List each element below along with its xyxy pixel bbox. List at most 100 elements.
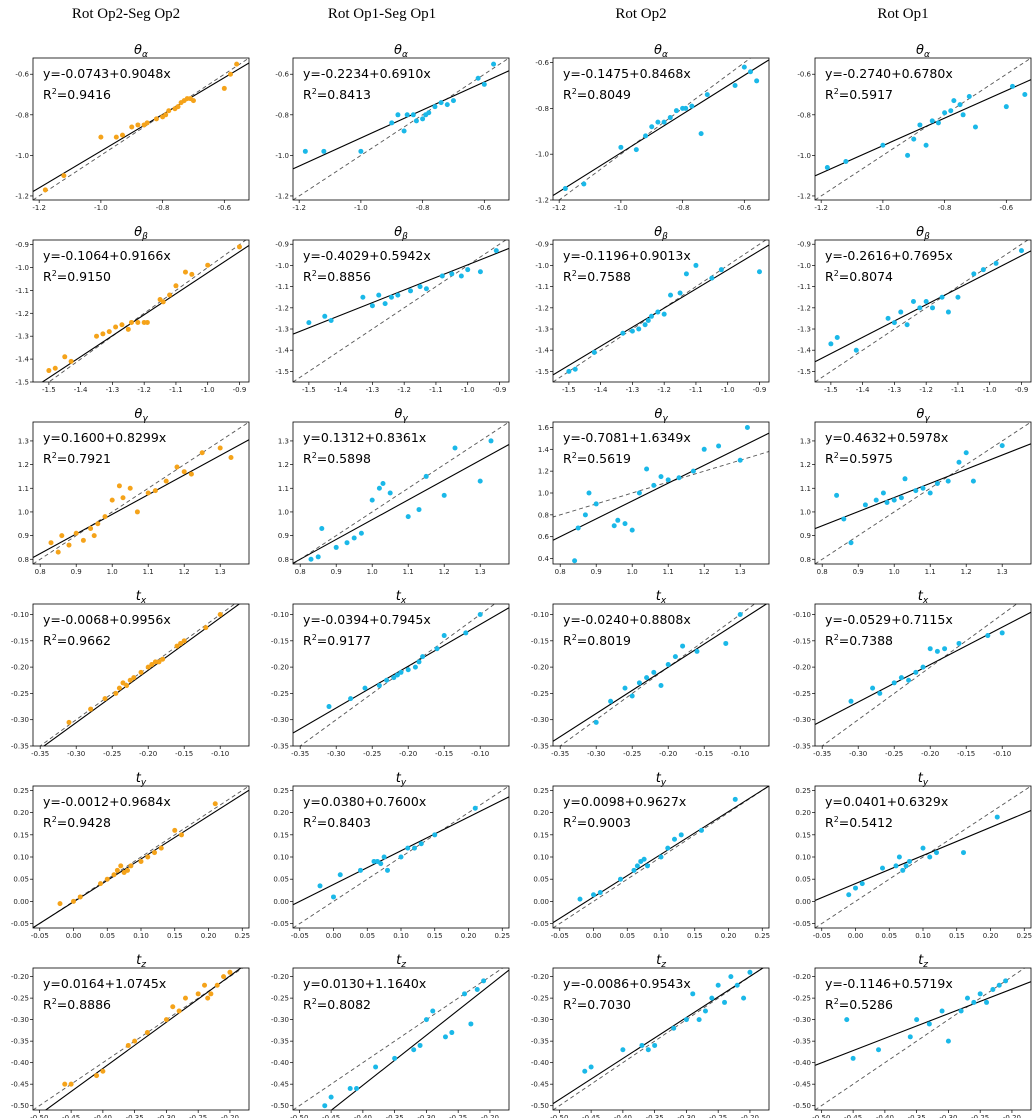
- y-tick-label: -0.8: [15, 111, 29, 119]
- y-tick-label: 0.00: [533, 898, 549, 906]
- x-tick-label: 0.20: [983, 932, 999, 940]
- scatter-panel: tz -0.50 -0.45 -0.40 -0.35 -0.30 -0.25 -0.20 -0.…: [271, 953, 510, 1118]
- y-tick-label: 0.20: [273, 809, 289, 817]
- x-tick-label: -1.3: [626, 386, 640, 394]
- data-point: [615, 517, 621, 523]
- data-point: [843, 158, 849, 164]
- y-tick-label: -0.8: [275, 111, 289, 119]
- x-tick-label: -0.25: [623, 750, 641, 758]
- data-point: [125, 867, 130, 873]
- x-tick-label: -0.20: [1003, 1114, 1021, 1118]
- y-tick-label: 0.10: [273, 854, 289, 862]
- x-tick-label: 1.0: [627, 568, 638, 576]
- data-point: [744, 424, 750, 430]
- data-point: [873, 497, 879, 503]
- plot-frame: [814, 603, 1032, 747]
- data-point: [562, 186, 568, 192]
- y-tick-label: -1.4: [535, 347, 549, 355]
- data-point: [333, 544, 339, 550]
- column-header-4: Rot Op1: [877, 6, 929, 22]
- data-point: [405, 514, 411, 520]
- data-point: [152, 850, 157, 856]
- data-point: [828, 341, 834, 347]
- y-tick-label: -1.1: [797, 283, 811, 291]
- data-point: [328, 318, 334, 324]
- scatter-panel: tz -0.50 -0.45 -0.40 -0.35 -0.30 -0.25 -0.20 -0.…: [793, 953, 1032, 1118]
- y-tick-label: 0.8: [278, 556, 289, 564]
- regression-line: [553, 244, 769, 376]
- x-tick-label: -1.3: [106, 386, 120, 394]
- data-point: [639, 1042, 645, 1048]
- x-tick-label: -1.1: [689, 386, 703, 394]
- data-point: [641, 856, 647, 862]
- identity-line: [33, 422, 249, 564]
- x-tick-label: -0.40: [354, 1114, 372, 1118]
- x-tick-label: 1.2: [179, 568, 190, 576]
- x-tick-label: -0.50: [812, 1114, 830, 1118]
- data-point: [128, 319, 134, 325]
- data-point: [896, 854, 902, 860]
- data-point: [80, 537, 86, 543]
- data-point: [964, 995, 970, 1001]
- x-tick-label: 0.10: [915, 932, 931, 940]
- data-point: [629, 328, 635, 334]
- data-point: [189, 271, 195, 277]
- y-tick-label: -0.30: [531, 1016, 549, 1024]
- data-point: [655, 309, 661, 315]
- data-point: [423, 473, 429, 479]
- data-point: [566, 368, 572, 374]
- regression-line: [293, 443, 509, 564]
- data-point: [934, 648, 940, 654]
- x-tick-label: -0.35: [646, 1114, 664, 1118]
- plot-frame: [814, 57, 1032, 201]
- data-point: [493, 248, 499, 254]
- data-point: [119, 322, 125, 328]
- data-point: [608, 698, 614, 704]
- y-tick-label: 0.00: [13, 898, 29, 906]
- data-point: [956, 459, 962, 465]
- scatter-panel: θα -1.2 -1.0 -0.8 -0.6 -1.2 -1.0 -0.8 -0.6 y=-0.2…: [797, 43, 1032, 212]
- x-tick-label: -1.5: [302, 386, 316, 394]
- x-tick-label: -0.6: [477, 204, 491, 212]
- scatter-panel: θβ -1.5 -1.4 -1.3 -1.2 -1.1 -1.0 -0.9 -1.5 -1.4 -1…: [535, 225, 770, 394]
- r-squared-label: R2=0.7921: [43, 451, 111, 466]
- data-point: [163, 478, 169, 484]
- x-tick-label: -0.40: [876, 1114, 894, 1118]
- y-tick-label: 0.20: [533, 809, 549, 817]
- y-tick-label: -1.0: [275, 152, 289, 160]
- scatter-panel: θγ 0.8 0.9 1.0 1.1 1.2 1.3 0.8 0.9 1.0 1.1 1.2 1.3 y=…: [278, 407, 510, 576]
- data-point: [344, 540, 350, 546]
- y-tick-label: 0.05: [13, 876, 29, 884]
- plot-title: θα: [916, 43, 930, 60]
- data-point: [145, 490, 151, 496]
- data-point: [754, 78, 760, 84]
- data-point: [689, 103, 695, 109]
- plot-title: ty: [656, 771, 667, 788]
- data-point: [884, 499, 890, 505]
- data-point: [113, 690, 119, 696]
- data-point: [618, 144, 624, 150]
- x-tick-label: -1.2: [814, 204, 828, 212]
- y-tick-label: -1.2: [275, 304, 289, 312]
- plot-title: θγ: [916, 407, 930, 424]
- data-point: [934, 481, 940, 487]
- x-tick-label: -1.0: [721, 386, 735, 394]
- y-tick-label: 0.05: [273, 876, 289, 884]
- x-tick-label: -0.35: [908, 1114, 926, 1118]
- regression-equation: y=-0.0240+0.8808x: [563, 612, 691, 627]
- regression-equation: y=0.0164+1.0745x: [43, 976, 166, 991]
- data-point: [824, 165, 830, 171]
- y-tick-label: -0.10: [793, 611, 811, 619]
- y-tick-label: -1.3: [797, 326, 811, 334]
- x-tick-label: 0.20: [461, 932, 477, 940]
- data-point: [996, 982, 1002, 988]
- y-tick-label: -1.0: [15, 264, 29, 272]
- plot-title: tx: [656, 589, 667, 606]
- x-tick-label: -0.25: [971, 1114, 989, 1118]
- identity-line: [815, 240, 1029, 382]
- x-tick-label: -0.9: [753, 386, 767, 394]
- regression-equation: y=-0.0086+0.9543x: [563, 976, 691, 991]
- x-tick-label: -0.15: [435, 750, 453, 758]
- y-tick-label: 1.3: [278, 437, 289, 445]
- y-tick-label: 0.9: [18, 532, 29, 540]
